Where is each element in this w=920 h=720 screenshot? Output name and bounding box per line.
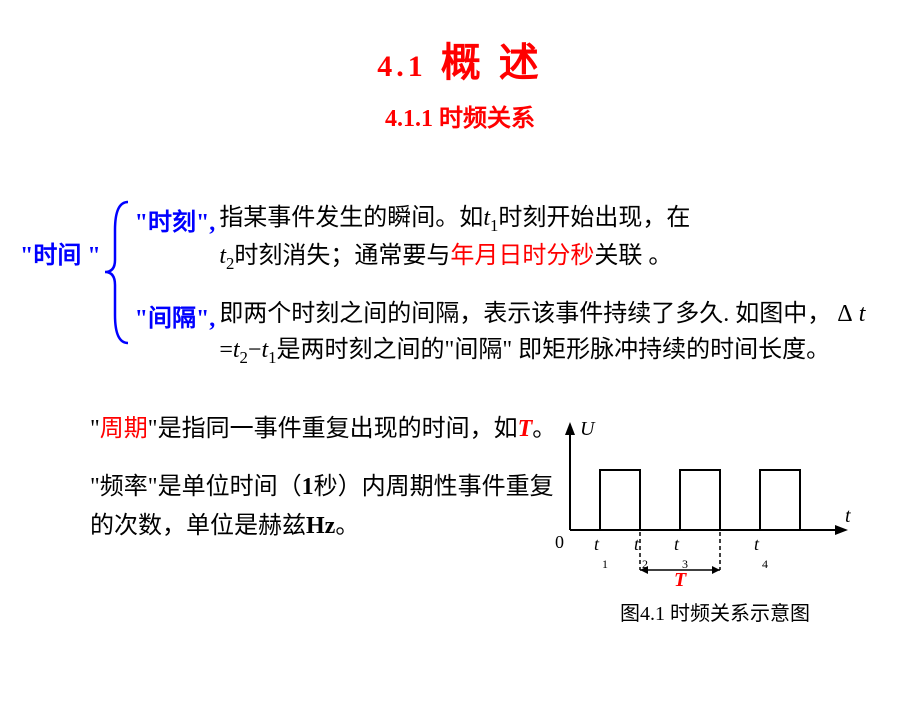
body-text: "周期"是指同一事件重复出现的时间，如T。 "频率"是单位时间（1秒）内周期性事… <box>20 410 570 565</box>
svg-text:t: t <box>754 534 760 554</box>
svg-text:0: 0 <box>555 532 564 552</box>
time-label: "时间 " <box>20 235 101 270</box>
content-area: "时间 " "时刻", 指某事件发生的瞬间。如t1时刻开始出现，在 t2时刻消失… <box>20 200 900 390</box>
brace-icon <box>103 200 133 345</box>
svg-text:1: 1 <box>602 557 608 571</box>
svg-text:t: t <box>845 505 851 527</box>
main-title: 4.1 概 述 <box>0 30 920 88</box>
title-number: 4.1 <box>377 50 427 83</box>
def-moment: "时刻", 指某事件发生的瞬间。如t1时刻开始出现，在 t2时刻消失；通常要与年… <box>135 200 900 276</box>
def-moment-label: "时刻", <box>135 202 216 237</box>
freq-para: "频率"是单位时间（1秒）内周期性事件重复的次数，单位是赫兹Hz。 <box>90 468 570 545</box>
def-interval-text: 即两个时刻之间的间隔，表示该事件持续了多久. 如图中， Δ t =t2−t1是两… <box>219 296 900 370</box>
chart-container: Ut0t1t2t3t4T 图4.1 时频关系示意图 <box>540 410 890 626</box>
pulse-chart: Ut0t1t2t3t4T <box>540 410 870 590</box>
title-text: 概 述 <box>441 40 543 85</box>
definition-group: "时间 " "时刻", 指某事件发生的瞬间。如t1时刻开始出现，在 t2时刻消失… <box>20 200 900 390</box>
def-interval-label: "间隔", <box>135 298 216 333</box>
def-moment-text: 指某事件发生的瞬间。如t1时刻开始出现，在 t2时刻消失；通常要与年月日时分秒关… <box>219 200 690 276</box>
svg-text:U: U <box>580 418 596 440</box>
definitions: "时刻", 指某事件发生的瞬间。如t1时刻开始出现，在 t2时刻消失；通常要与年… <box>135 200 900 390</box>
svg-text:t: t <box>674 534 680 554</box>
chart-caption: 图4.1 时频关系示意图 <box>540 597 890 626</box>
svg-text:T: T <box>674 569 687 590</box>
subtitle: 4.1.1 时频关系 <box>0 98 920 133</box>
svg-text:4: 4 <box>762 557 768 571</box>
def-interval: "间隔", 即两个时刻之间的间隔，表示该事件持续了多久. 如图中， Δ t =t… <box>135 296 900 370</box>
svg-text:t: t <box>594 534 600 554</box>
period-para: "周期"是指同一事件重复出现的时间，如T。 <box>90 410 570 448</box>
svg-text:t: t <box>634 534 640 554</box>
